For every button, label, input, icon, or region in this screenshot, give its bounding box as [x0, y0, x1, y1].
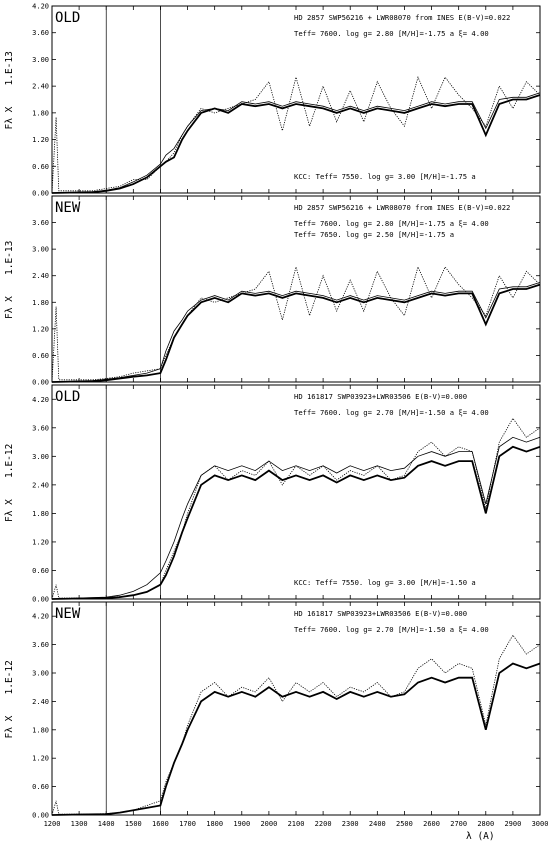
y-axis-scale: 1.E-12 [4, 660, 15, 694]
panel-header: HD 2857 SWP56216 + LWR08070 from INES E(… [294, 13, 510, 22]
series-observed [51, 265, 541, 383]
x-tick-label: 2300 [342, 820, 359, 828]
y-tick-label: 0.00 [32, 190, 49, 198]
y-axis-scale: 1.E-12 [4, 444, 15, 478]
y-tick-label: 4.20 [32, 396, 49, 404]
param-line: Teff= 7600. log g= 2.70 [M/H]=-1.50 a ξ=… [294, 408, 489, 417]
x-tick-label: 2700 [450, 820, 467, 828]
x-tick-label: 2000 [260, 820, 277, 828]
y-tick-label: 3.60 [32, 641, 49, 649]
y-tick-label: 4.20 [32, 3, 49, 11]
panel-tag: OLD [55, 10, 80, 26]
y-tick-label: 0.60 [32, 567, 49, 575]
x-tick-label: 1300 [71, 820, 88, 828]
y-tick-label: 0.00 [32, 596, 49, 604]
x-tick-label: 1500 [125, 820, 142, 828]
y-axis-scale: 1.E-13 [4, 241, 15, 275]
panel-frame [51, 384, 541, 600]
series-model [51, 662, 541, 816]
panel-tag: NEW [55, 606, 81, 622]
series-model [51, 283, 541, 383]
y-tick-label: 0.60 [32, 783, 49, 791]
y-axis-label: Fλ X [4, 296, 15, 319]
kcc-line: KCC: Teff= 7550. log g= 3.00 [M/H]=-1.75… [294, 172, 476, 181]
y-tick-label: 2.40 [32, 272, 49, 280]
param-line: Teff= 7600. log g= 2.70 [M/H]=-1.50 a ξ=… [294, 625, 489, 634]
y-tick-label: 3.00 [32, 56, 49, 64]
param-line: Teff= 7600. log g= 2.80 [M/H]=-1.75 a ξ=… [294, 29, 489, 38]
y-tick-label: 3.00 [32, 670, 49, 678]
kcc-line: KCC: Teff= 7550. log g= 3.00 [M/H]=-1.50… [294, 578, 476, 587]
y-tick-label: 0.00 [32, 812, 49, 820]
series-kcc [51, 436, 541, 600]
panel-tag: OLD [55, 389, 80, 405]
y-axis-scale: 1.E-13 [4, 51, 15, 85]
series-second_model [51, 282, 541, 383]
y-axis-label: Fλ X [4, 499, 15, 522]
y-tick-label: 2.40 [32, 698, 49, 706]
series-kcc [51, 92, 541, 194]
y-tick-label: 3.00 [32, 453, 49, 461]
panel-header: HD 161817 SWP03923+LWR03506 E(B-V)=0.000 [294, 609, 467, 618]
y-tick-label: 1.20 [32, 538, 49, 546]
param-line: Teff= 7600. log g= 2.80 [M/H]=-1.75 a ξ=… [294, 219, 489, 228]
second-param-line: Teff= 7650. log g= 2.50 [M/H]=-1.75 a [294, 230, 454, 239]
x-tick-label: 2900 [504, 820, 521, 828]
x-tick-label: 1800 [206, 820, 223, 828]
x-tick-label: 2500 [396, 820, 413, 828]
x-tick-label: 2100 [288, 820, 305, 828]
y-axis-label: Fλ X [4, 106, 15, 129]
y-tick-label: 0.60 [32, 163, 49, 171]
y-tick-label: 1.80 [32, 299, 49, 307]
x-tick-label: 2800 [477, 820, 494, 828]
y-tick-label: 3.60 [32, 29, 49, 37]
x-tick-label: 2200 [315, 820, 332, 828]
panel-header: HD 2857 SWP56216 + LWR08070 from INES E(… [294, 203, 510, 212]
y-tick-label: 1.80 [32, 109, 49, 117]
panel-header: HD 161817 SWP03923+LWR03506 E(B-V)=0.000 [294, 392, 467, 401]
y-tick-label: 1.20 [32, 136, 49, 144]
y-tick-label: 1.20 [32, 755, 49, 763]
y-tick-label: 4.20 [32, 613, 49, 621]
x-tick-label: 1200 [44, 820, 61, 828]
series-observed [51, 417, 541, 600]
x-tick-label: 1700 [179, 820, 196, 828]
y-tick-label: 3.60 [32, 424, 49, 432]
y-tick-label: 3.00 [32, 246, 49, 254]
series-model [51, 94, 541, 194]
x-tick-label: 1400 [98, 820, 115, 828]
y-axis-label: Fλ X [4, 715, 15, 738]
y-tick-label: 2.40 [32, 481, 49, 489]
y-tick-label: 1.20 [32, 325, 49, 333]
y-tick-label: 0.60 [32, 352, 49, 360]
x-tick-label: 2400 [369, 820, 386, 828]
y-tick-label: 3.60 [32, 219, 49, 227]
x-tick-label: 1900 [233, 820, 250, 828]
y-tick-label: 1.80 [32, 510, 49, 518]
series-observed [51, 634, 541, 816]
y-tick-label: 2.40 [32, 83, 49, 91]
y-tick-label: 0.00 [32, 379, 49, 387]
x-tick-label: 2600 [423, 820, 440, 828]
panel-tag: NEW [55, 200, 81, 216]
x-tick-label: 3000 [532, 820, 549, 828]
x-axis-label: λ (A) [466, 831, 495, 842]
y-tick-label: 1.80 [32, 726, 49, 734]
x-tick-label: 1600 [152, 820, 169, 828]
series-model [51, 445, 541, 600]
